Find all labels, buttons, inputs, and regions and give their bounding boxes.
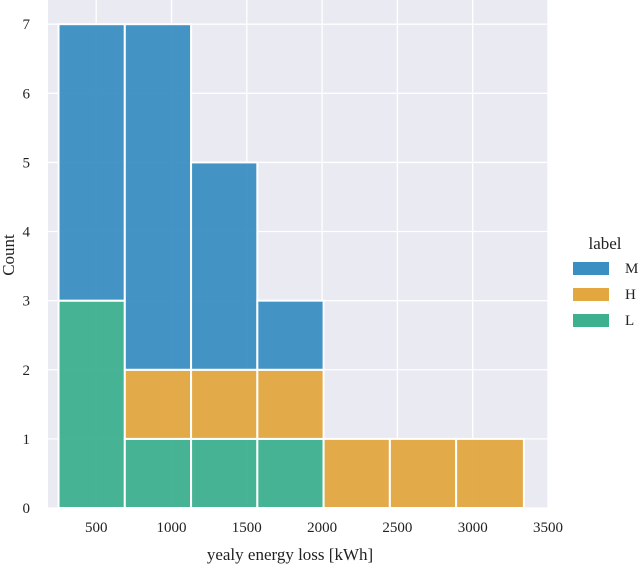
legend-label-L: L xyxy=(625,313,634,329)
x-tick-label: 1000 xyxy=(156,520,186,536)
bar-L-bin-3 xyxy=(256,437,325,510)
x-tick-label: 2500 xyxy=(382,520,412,536)
bar-H-bin-3 xyxy=(256,368,325,440)
bar-M-bin-0 xyxy=(57,23,126,302)
bar-M-bin-3 xyxy=(256,299,325,371)
legend-swatch-H xyxy=(573,288,609,301)
y-tick-label: 4 xyxy=(23,225,31,241)
bar-L-bin-2 xyxy=(190,437,259,510)
y-tick-label: 0 xyxy=(23,501,31,517)
x-tick-label: 1500 xyxy=(232,520,262,536)
x-tick-label: 3000 xyxy=(458,520,488,536)
bar-L-bin-1 xyxy=(123,437,193,510)
y-tick-label: 7 xyxy=(23,17,31,33)
y-tick-label: 5 xyxy=(23,155,31,171)
legend-label-H: H xyxy=(625,287,636,303)
y-tick-label: 3 xyxy=(23,294,31,310)
legend: label MHL xyxy=(573,234,638,329)
x-tick-label: 2000 xyxy=(307,520,337,536)
bar-L-bin-0 xyxy=(57,299,126,510)
x-axis-label: yealy energy loss [kWh] xyxy=(207,545,373,564)
legend-swatch-L xyxy=(573,314,609,327)
legend-title: label xyxy=(588,234,621,253)
x-tick-label: 3500 xyxy=(533,520,563,536)
legend-swatch-M xyxy=(573,262,609,275)
y-axis-label: Count xyxy=(0,234,18,276)
bar-H-bin-2 xyxy=(190,368,259,440)
y-tick-label: 1 xyxy=(23,432,31,448)
bar-H-bin-1 xyxy=(123,368,193,440)
histogram-bars xyxy=(57,23,525,510)
y-tick-label: 2 xyxy=(23,363,31,379)
legend-label-M: M xyxy=(625,261,638,277)
bar-H-bin-5 xyxy=(388,437,458,510)
bar-M-bin-1 xyxy=(123,23,193,371)
y-tick-labels: 0 1 2 3 4 5 6 7 xyxy=(23,17,31,517)
x-tick-labels: 500 1000 1500 2000 2500 3000 3500 xyxy=(85,520,563,536)
x-tick-label: 500 xyxy=(85,520,108,536)
bar-M-bin-2 xyxy=(190,161,259,371)
bar-H-bin-4 xyxy=(322,437,391,510)
bar-H-bin-6 xyxy=(455,437,525,510)
y-tick-label: 6 xyxy=(23,86,31,102)
